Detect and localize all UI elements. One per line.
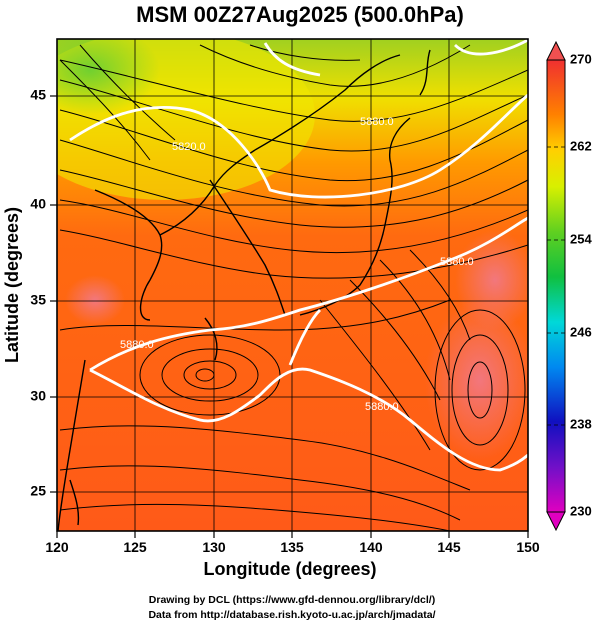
x-tick-label: 120 xyxy=(45,539,69,555)
colorbar-ticklines xyxy=(547,146,565,426)
warm-core-west xyxy=(65,275,125,325)
plot-area: 5820.0 5880.0 5880.0 5880.0 5880.0 xyxy=(57,39,528,531)
credit-data: Data from http://database.rish.kyoto-u.a… xyxy=(148,609,435,621)
colorbar-tick-label: 238 xyxy=(570,416,592,431)
colorbar-tick-label: 246 xyxy=(570,324,592,339)
x-tick-labels: 120 125 130 135 140 145 150 xyxy=(45,539,540,555)
contour-label: 5880.0 xyxy=(120,339,154,351)
tick-marks xyxy=(50,95,529,538)
y-axis-label: Latitude (degrees) xyxy=(2,207,22,363)
y-tick-labels: 25 30 35 40 45 xyxy=(30,87,46,499)
contour-label: 5880.0 xyxy=(365,401,399,413)
y-tick-label: 35 xyxy=(30,292,46,308)
x-tick-label: 125 xyxy=(123,539,147,555)
warm-core-northeast xyxy=(455,230,528,330)
warm-core-east xyxy=(425,300,528,460)
colorbar: 270 262 254 246 238 230 xyxy=(546,40,592,532)
colorbar-max-arrow xyxy=(546,40,566,61)
colorbar-gradient xyxy=(546,59,566,513)
y-tick-label: 40 xyxy=(30,196,46,212)
colorbar-tick-label: 270 xyxy=(570,51,592,66)
x-tick-label: 150 xyxy=(516,539,540,555)
colorbar-tick-label: 230 xyxy=(570,503,592,518)
colorbar-tick-label: 262 xyxy=(570,138,592,153)
contour-label: 5880.0 xyxy=(440,256,474,268)
credit-drawing: Drawing by DCL (https://www.gfd-dennou.o… xyxy=(149,594,435,606)
x-axis-label: Longitude (degrees) xyxy=(203,559,376,579)
y-tick-label: 30 xyxy=(30,388,46,404)
contour-labels: 5820.0 5880.0 5880.0 5880.0 5880.0 xyxy=(120,116,474,413)
colorbar-min-arrow xyxy=(546,511,566,532)
x-tick-label: 135 xyxy=(280,539,304,555)
contour-label: 5880.0 xyxy=(360,116,394,128)
y-tick-label: 25 xyxy=(30,483,46,499)
x-tick-label: 145 xyxy=(437,539,461,555)
x-tick-label: 130 xyxy=(202,539,226,555)
y-tick-label: 45 xyxy=(30,87,46,103)
height-contours xyxy=(69,39,528,472)
chart-title: MSM 00Z27Aug2025 (500.0hPa) xyxy=(136,2,464,27)
colorbar-tick-label: 254 xyxy=(570,231,592,246)
contour-label: 5820.0 xyxy=(172,141,206,153)
x-tick-label: 140 xyxy=(359,539,383,555)
